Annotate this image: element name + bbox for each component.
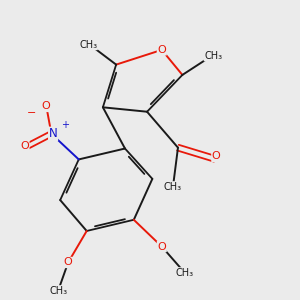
Text: CH₃: CH₃ <box>79 40 97 50</box>
Text: O: O <box>41 101 50 111</box>
Text: O: O <box>158 242 166 252</box>
Text: CH₃: CH₃ <box>176 268 194 278</box>
Text: CH₃: CH₃ <box>164 182 182 192</box>
Text: O: O <box>20 142 29 152</box>
Text: O: O <box>158 45 166 55</box>
Text: −: − <box>27 108 36 118</box>
Text: N: N <box>49 127 58 140</box>
Text: O: O <box>212 152 220 161</box>
Text: +: + <box>61 120 70 130</box>
Text: O: O <box>64 257 73 268</box>
Text: CH₃: CH₃ <box>49 286 67 296</box>
Text: CH₃: CH₃ <box>204 51 222 61</box>
